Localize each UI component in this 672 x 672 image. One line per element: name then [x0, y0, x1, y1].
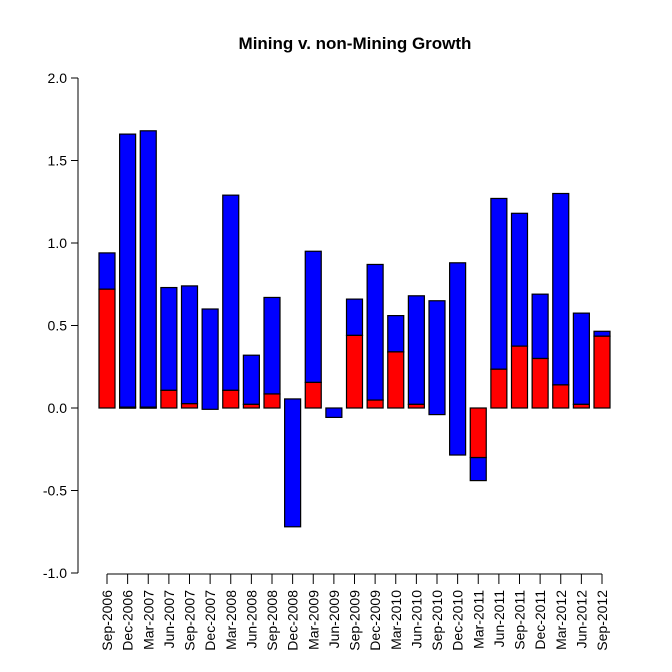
bar-non-mining — [428, 300, 446, 416]
bar-non-mining — [593, 330, 611, 337]
bar-mining — [98, 288, 116, 409]
x-tick-label: Dec-2008 — [285, 590, 301, 651]
x-axis: Sep-2006 Dec-2006 Mar-2007 Jun-2007 Sep-2007… — [99, 573, 610, 651]
y-tick-label: 0.0 — [48, 400, 68, 416]
bar-mining — [139, 406, 157, 409]
x-tick-label: Dec-2007 — [202, 590, 218, 651]
x-tick-label: Sep-2010 — [429, 590, 445, 651]
bar-non-mining — [119, 133, 137, 408]
bar-non-mining — [531, 293, 549, 360]
bar-mining — [531, 357, 549, 409]
bar-mining — [180, 403, 199, 409]
x-tick-label: Dec-2011 — [532, 590, 548, 650]
bars — [98, 130, 611, 528]
x-tick-label: Jun-2007 — [161, 590, 177, 649]
bar-mining — [366, 399, 384, 409]
bar-mining — [469, 407, 487, 459]
bar-non-mining — [345, 298, 364, 337]
bar-mining — [572, 403, 590, 409]
y-tick-label: 1.5 — [48, 153, 68, 169]
x-tick-label: Sep-2011 — [512, 590, 528, 650]
bar-mining — [119, 406, 137, 409]
bar-mining — [222, 389, 240, 409]
x-tick-label: Jun-2009 — [326, 590, 342, 649]
x-tick-label: Mar-2007 — [140, 590, 156, 650]
bar-non-mining — [160, 286, 178, 391]
bar-non-mining — [490, 197, 508, 370]
bar-mining — [242, 403, 260, 409]
bar-mining — [160, 389, 178, 409]
bar-non-mining — [263, 296, 281, 395]
bar-mining — [345, 334, 364, 409]
bar-mining — [263, 393, 281, 409]
bar-non-mining — [366, 263, 384, 401]
bar-non-mining — [201, 308, 219, 410]
bar-mining — [490, 368, 508, 409]
bar-non-mining — [510, 212, 529, 347]
y-tick-label: 1.0 — [48, 235, 68, 251]
bar-non-mining — [469, 456, 487, 482]
bar-mining — [304, 381, 322, 409]
x-tick-label: Jun-2011 — [491, 590, 507, 648]
bar-non-mining — [284, 398, 302, 528]
bar-non-mining — [139, 130, 157, 408]
bar-mining — [552, 384, 570, 409]
chart-title: Mining v. non-Mining Growth — [239, 34, 472, 53]
bar-non-mining — [242, 354, 260, 405]
x-tick-label: Mar-2009 — [305, 590, 321, 650]
bar-non-mining — [449, 262, 467, 456]
x-tick-label: Mar-2012 — [553, 590, 569, 650]
bar-non-mining — [572, 312, 590, 405]
y-tick-label: -1.0 — [43, 565, 67, 581]
x-tick-label: Dec-2009 — [367, 590, 383, 651]
bar-non-mining — [180, 285, 199, 405]
x-tick-label: Jun-2010 — [408, 590, 424, 649]
x-tick-label: Sep-2012 — [594, 590, 610, 651]
y-tick-label: 0.5 — [48, 318, 68, 334]
bar-non-mining — [387, 315, 405, 353]
x-tick-label: Sep-2008 — [264, 590, 280, 651]
x-tick-label: Mar-2010 — [388, 590, 404, 650]
x-tick-label: Sep-2006 — [99, 590, 115, 651]
bar-non-mining — [304, 250, 322, 384]
bar-mining — [387, 351, 405, 409]
bar-non-mining — [325, 407, 343, 419]
x-tick-label: Dec-2006 — [120, 590, 136, 651]
bar-mining — [407, 403, 425, 409]
x-tick-label: Sep-2007 — [182, 590, 198, 651]
y-axis: -1.0 -0.5 0.0 0.5 1.0 1.5 2.0 — [43, 70, 79, 581]
bar-non-mining — [222, 194, 240, 391]
bar-non-mining — [407, 295, 425, 405]
bar-mining — [593, 335, 611, 409]
bar-mining — [510, 345, 529, 409]
x-tick-label: Mar-2011 — [470, 590, 486, 649]
x-tick-label: Dec-2010 — [450, 590, 466, 651]
bar-non-mining — [98, 252, 116, 290]
x-tick-label: Jun-2012 — [573, 590, 589, 649]
y-tick-label: -0.5 — [43, 483, 67, 499]
bar-non-mining — [552, 192, 570, 386]
x-tick-label: Mar-2008 — [223, 590, 239, 650]
y-tick-label: 2.0 — [48, 70, 68, 86]
x-tick-label: Jun-2008 — [243, 590, 259, 649]
x-tick-label: Sep-2009 — [347, 590, 363, 651]
